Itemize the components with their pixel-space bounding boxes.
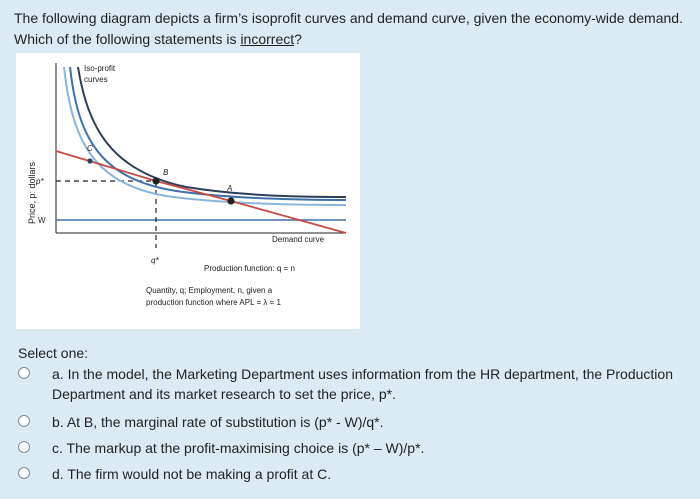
- option-d[interactable]: d. The firm would not be making a profit…: [18, 464, 690, 484]
- point-c-label: C: [87, 144, 93, 153]
- option-a-text: a. In the model, the Marketing Departmen…: [52, 364, 688, 404]
- option-d-letter: d.: [52, 466, 64, 482]
- radio-option-c[interactable]: [18, 441, 30, 453]
- isoprofit-curve-dark: [77, 66, 347, 198]
- question-emphasis: incorrect: [240, 31, 295, 47]
- q-star-label: q*: [151, 256, 159, 265]
- point-b: [152, 177, 160, 185]
- demand-curve: [55, 150, 347, 234]
- point-a: [227, 197, 235, 205]
- x-axis-label-line2: production function where APL = λ = 1: [146, 298, 281, 307]
- production-function-label: Production function: q = n: [204, 264, 295, 273]
- option-c[interactable]: c. The markup at the profit-maximising c…: [18, 438, 690, 458]
- isoprofit-curve-light: [63, 66, 347, 206]
- isoprofit-label-line1: Iso-profit: [84, 64, 116, 73]
- point-c: [87, 158, 93, 164]
- y-axis-label: Price, p: dollars: [27, 161, 37, 224]
- diagram-svg: Price, p: dollars C B A p* W q* Iso-prof…: [27, 63, 347, 307]
- x-axis-label-line1: Quantity, q; Employment, n, given a: [146, 286, 273, 295]
- option-b-body: At B, the marginal rate of substitution …: [66, 414, 384, 430]
- w-label: W: [38, 216, 46, 225]
- question-text-main: The following diagram depicts a firm’s i…: [14, 10, 683, 47]
- option-b-letter: b.: [52, 414, 64, 430]
- option-b-text: b. At B, the marginal rate of substituti…: [52, 412, 688, 432]
- radio-option-a[interactable]: [18, 367, 30, 379]
- question-text-end: ?: [294, 31, 302, 47]
- isoprofit-label-line2: curves: [84, 75, 108, 84]
- option-d-text: d. The firm would not be making a profit…: [52, 464, 688, 484]
- p-star-label: p*: [35, 177, 44, 186]
- option-c-text: c. The markup at the profit-maximising c…: [52, 438, 688, 458]
- question-text: The following diagram depicts a firm’s i…: [14, 8, 686, 50]
- option-a-letter: a.: [52, 366, 64, 382]
- select-one-label: Select one:: [18, 345, 89, 361]
- option-c-letter: c.: [52, 440, 63, 456]
- point-b-label: B: [163, 168, 169, 177]
- option-c-body: The markup at the profit-maximising choi…: [66, 440, 425, 456]
- isoprofit-curve-mid: [69, 66, 347, 201]
- option-b[interactable]: b. At B, the marginal rate of substituti…: [18, 412, 690, 432]
- point-a-label: A: [226, 184, 232, 193]
- option-d-body: The firm would not be making a profit at…: [67, 466, 332, 482]
- radio-option-d[interactable]: [18, 467, 30, 479]
- option-a-body: In the model, the Marketing Department u…: [52, 366, 673, 402]
- radio-option-b[interactable]: [18, 415, 30, 427]
- option-a[interactable]: a. In the model, the Marketing Departmen…: [18, 364, 690, 408]
- isoprofit-diagram: Price, p: dollars C B A p* W q* Iso-prof…: [16, 53, 360, 329]
- demand-curve-label: Demand curve: [272, 235, 325, 244]
